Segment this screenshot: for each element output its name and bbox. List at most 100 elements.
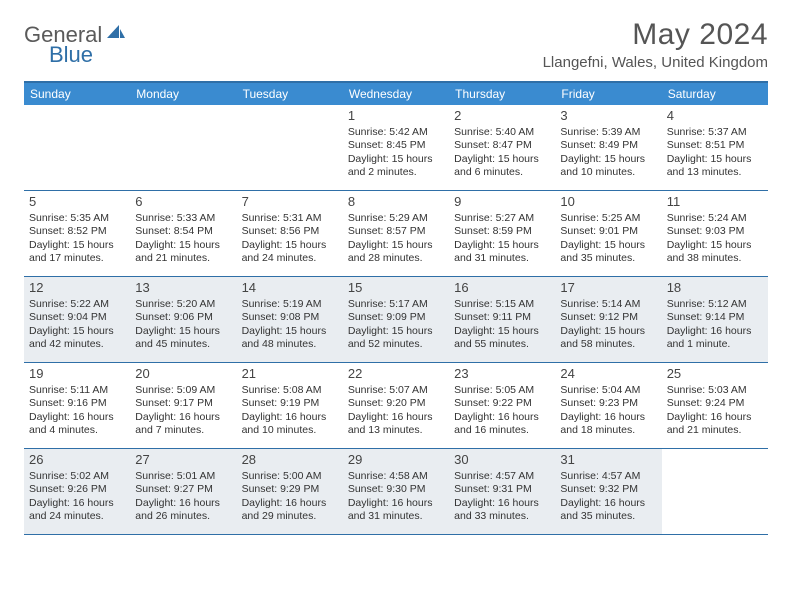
sunset-line: Sunset: 9:23 PM <box>560 397 656 410</box>
day-number: 2 <box>454 108 550 125</box>
logo-text-blue: Blue <box>49 42 93 68</box>
sunset-line: Sunset: 8:49 PM <box>560 139 656 152</box>
day-cell: 8Sunrise: 5:29 AMSunset: 8:57 PMDaylight… <box>343 191 449 277</box>
daylight-line: Daylight: 15 hours and 45 minutes. <box>135 325 231 352</box>
sunset-line: Sunset: 9:31 PM <box>454 483 550 496</box>
day-number: 29 <box>348 452 444 469</box>
sunrise-line: Sunrise: 5:22 AM <box>29 298 125 311</box>
sunset-line: Sunset: 9:26 PM <box>29 483 125 496</box>
daylight-line: Daylight: 15 hours and 21 minutes. <box>135 239 231 266</box>
day-number: 3 <box>560 108 656 125</box>
day-number: 10 <box>560 194 656 211</box>
sunset-line: Sunset: 9:09 PM <box>348 311 444 324</box>
day-number: 19 <box>29 366 125 383</box>
day-cell: 5Sunrise: 5:35 AMSunset: 8:52 PMDaylight… <box>24 191 130 277</box>
day-cell: 12Sunrise: 5:22 AMSunset: 9:04 PMDayligh… <box>24 277 130 363</box>
daylight-line: Daylight: 15 hours and 13 minutes. <box>667 153 763 180</box>
calendar: SundayMondayTuesdayWednesdayThursdayFrid… <box>24 81 768 535</box>
daylight-line: Daylight: 15 hours and 48 minutes. <box>242 325 338 352</box>
sunset-line: Sunset: 9:32 PM <box>560 483 656 496</box>
sunset-line: Sunset: 9:04 PM <box>29 311 125 324</box>
sunrise-line: Sunrise: 5:17 AM <box>348 298 444 311</box>
sunrise-line: Sunrise: 5:05 AM <box>454 384 550 397</box>
sunrise-line: Sunrise: 5:42 AM <box>348 126 444 139</box>
day-cell: 4Sunrise: 5:37 AMSunset: 8:51 PMDaylight… <box>662 105 768 191</box>
sunset-line: Sunset: 9:06 PM <box>135 311 231 324</box>
sunrise-line: Sunrise: 4:57 AM <box>454 470 550 483</box>
sunset-line: Sunset: 9:20 PM <box>348 397 444 410</box>
daylight-line: Daylight: 16 hours and 26 minutes. <box>135 497 231 524</box>
sunrise-line: Sunrise: 5:12 AM <box>667 298 763 311</box>
daylight-line: Daylight: 15 hours and 35 minutes. <box>560 239 656 266</box>
day-cell: 11Sunrise: 5:24 AMSunset: 9:03 PMDayligh… <box>662 191 768 277</box>
sunrise-line: Sunrise: 5:35 AM <box>29 212 125 225</box>
dow-cell: Saturday <box>662 83 768 105</box>
sunset-line: Sunset: 9:19 PM <box>242 397 338 410</box>
sunset-line: Sunset: 9:03 PM <box>667 225 763 238</box>
sunset-line: Sunset: 9:30 PM <box>348 483 444 496</box>
day-cell: 17Sunrise: 5:14 AMSunset: 9:12 PMDayligh… <box>555 277 661 363</box>
daylight-line: Daylight: 16 hours and 24 minutes. <box>29 497 125 524</box>
day-number: 20 <box>135 366 231 383</box>
sunset-line: Sunset: 9:01 PM <box>560 225 656 238</box>
day-cell: 3Sunrise: 5:39 AMSunset: 8:49 PMDaylight… <box>555 105 661 191</box>
sunset-line: Sunset: 9:14 PM <box>667 311 763 324</box>
sunrise-line: Sunrise: 5:07 AM <box>348 384 444 397</box>
daylight-line: Daylight: 16 hours and 4 minutes. <box>29 411 125 438</box>
sail-icon <box>106 24 126 47</box>
day-number: 11 <box>667 194 763 211</box>
day-cell: 15Sunrise: 5:17 AMSunset: 9:09 PMDayligh… <box>343 277 449 363</box>
sunrise-line: Sunrise: 5:29 AM <box>348 212 444 225</box>
daylight-line: Daylight: 16 hours and 7 minutes. <box>135 411 231 438</box>
daylight-line: Daylight: 15 hours and 55 minutes. <box>454 325 550 352</box>
daylight-line: Daylight: 15 hours and 6 minutes. <box>454 153 550 180</box>
sunrise-line: Sunrise: 5:02 AM <box>29 470 125 483</box>
sunrise-line: Sunrise: 5:15 AM <box>454 298 550 311</box>
sunrise-line: Sunrise: 5:39 AM <box>560 126 656 139</box>
dow-row: SundayMondayTuesdayWednesdayThursdayFrid… <box>24 83 768 105</box>
day-number: 8 <box>348 194 444 211</box>
daylight-line: Daylight: 15 hours and 31 minutes. <box>454 239 550 266</box>
sunset-line: Sunset: 8:56 PM <box>242 225 338 238</box>
calendar-page: General Blue May 2024 Llangefni, Wales, … <box>0 0 792 535</box>
sunrise-line: Sunrise: 5:08 AM <box>242 384 338 397</box>
dow-cell: Tuesday <box>237 83 343 105</box>
sunrise-line: Sunrise: 5:24 AM <box>667 212 763 225</box>
sunrise-line: Sunrise: 5:03 AM <box>667 384 763 397</box>
sunrise-line: Sunrise: 4:57 AM <box>560 470 656 483</box>
sunrise-line: Sunrise: 5:09 AM <box>135 384 231 397</box>
dow-cell: Monday <box>130 83 236 105</box>
day-cell: 25Sunrise: 5:03 AMSunset: 9:24 PMDayligh… <box>662 363 768 449</box>
day-cell: 13Sunrise: 5:20 AMSunset: 9:06 PMDayligh… <box>130 277 236 363</box>
daylight-line: Daylight: 15 hours and 2 minutes. <box>348 153 444 180</box>
sunrise-line: Sunrise: 5:11 AM <box>29 384 125 397</box>
day-number: 4 <box>667 108 763 125</box>
dow-cell: Friday <box>555 83 661 105</box>
day-cell: 2Sunrise: 5:40 AMSunset: 8:47 PMDaylight… <box>449 105 555 191</box>
daylight-line: Daylight: 16 hours and 1 minute. <box>667 325 763 352</box>
day-cell: 28Sunrise: 5:00 AMSunset: 9:29 PMDayligh… <box>237 449 343 535</box>
daylight-line: Daylight: 16 hours and 29 minutes. <box>242 497 338 524</box>
day-number: 18 <box>667 280 763 297</box>
day-number: 6 <box>135 194 231 211</box>
daylight-line: Daylight: 16 hours and 33 minutes. <box>454 497 550 524</box>
sunrise-line: Sunrise: 4:58 AM <box>348 470 444 483</box>
sunrise-line: Sunrise: 5:19 AM <box>242 298 338 311</box>
day-cell: 10Sunrise: 5:25 AMSunset: 9:01 PMDayligh… <box>555 191 661 277</box>
sunrise-line: Sunrise: 5:31 AM <box>242 212 338 225</box>
location-text: Llangefni, Wales, United Kingdom <box>543 54 768 71</box>
day-number: 12 <box>29 280 125 297</box>
dow-cell: Thursday <box>449 83 555 105</box>
day-number: 17 <box>560 280 656 297</box>
sunset-line: Sunset: 8:47 PM <box>454 139 550 152</box>
daylight-line: Daylight: 15 hours and 52 minutes. <box>348 325 444 352</box>
day-number: 27 <box>135 452 231 469</box>
day-number: 21 <box>242 366 338 383</box>
calendar-grid: 1Sunrise: 5:42 AMSunset: 8:45 PMDaylight… <box>24 105 768 535</box>
day-number: 5 <box>29 194 125 211</box>
sunset-line: Sunset: 9:27 PM <box>135 483 231 496</box>
dow-cell: Wednesday <box>343 83 449 105</box>
day-number: 7 <box>242 194 338 211</box>
day-number: 1 <box>348 108 444 125</box>
daylight-line: Daylight: 16 hours and 21 minutes. <box>667 411 763 438</box>
